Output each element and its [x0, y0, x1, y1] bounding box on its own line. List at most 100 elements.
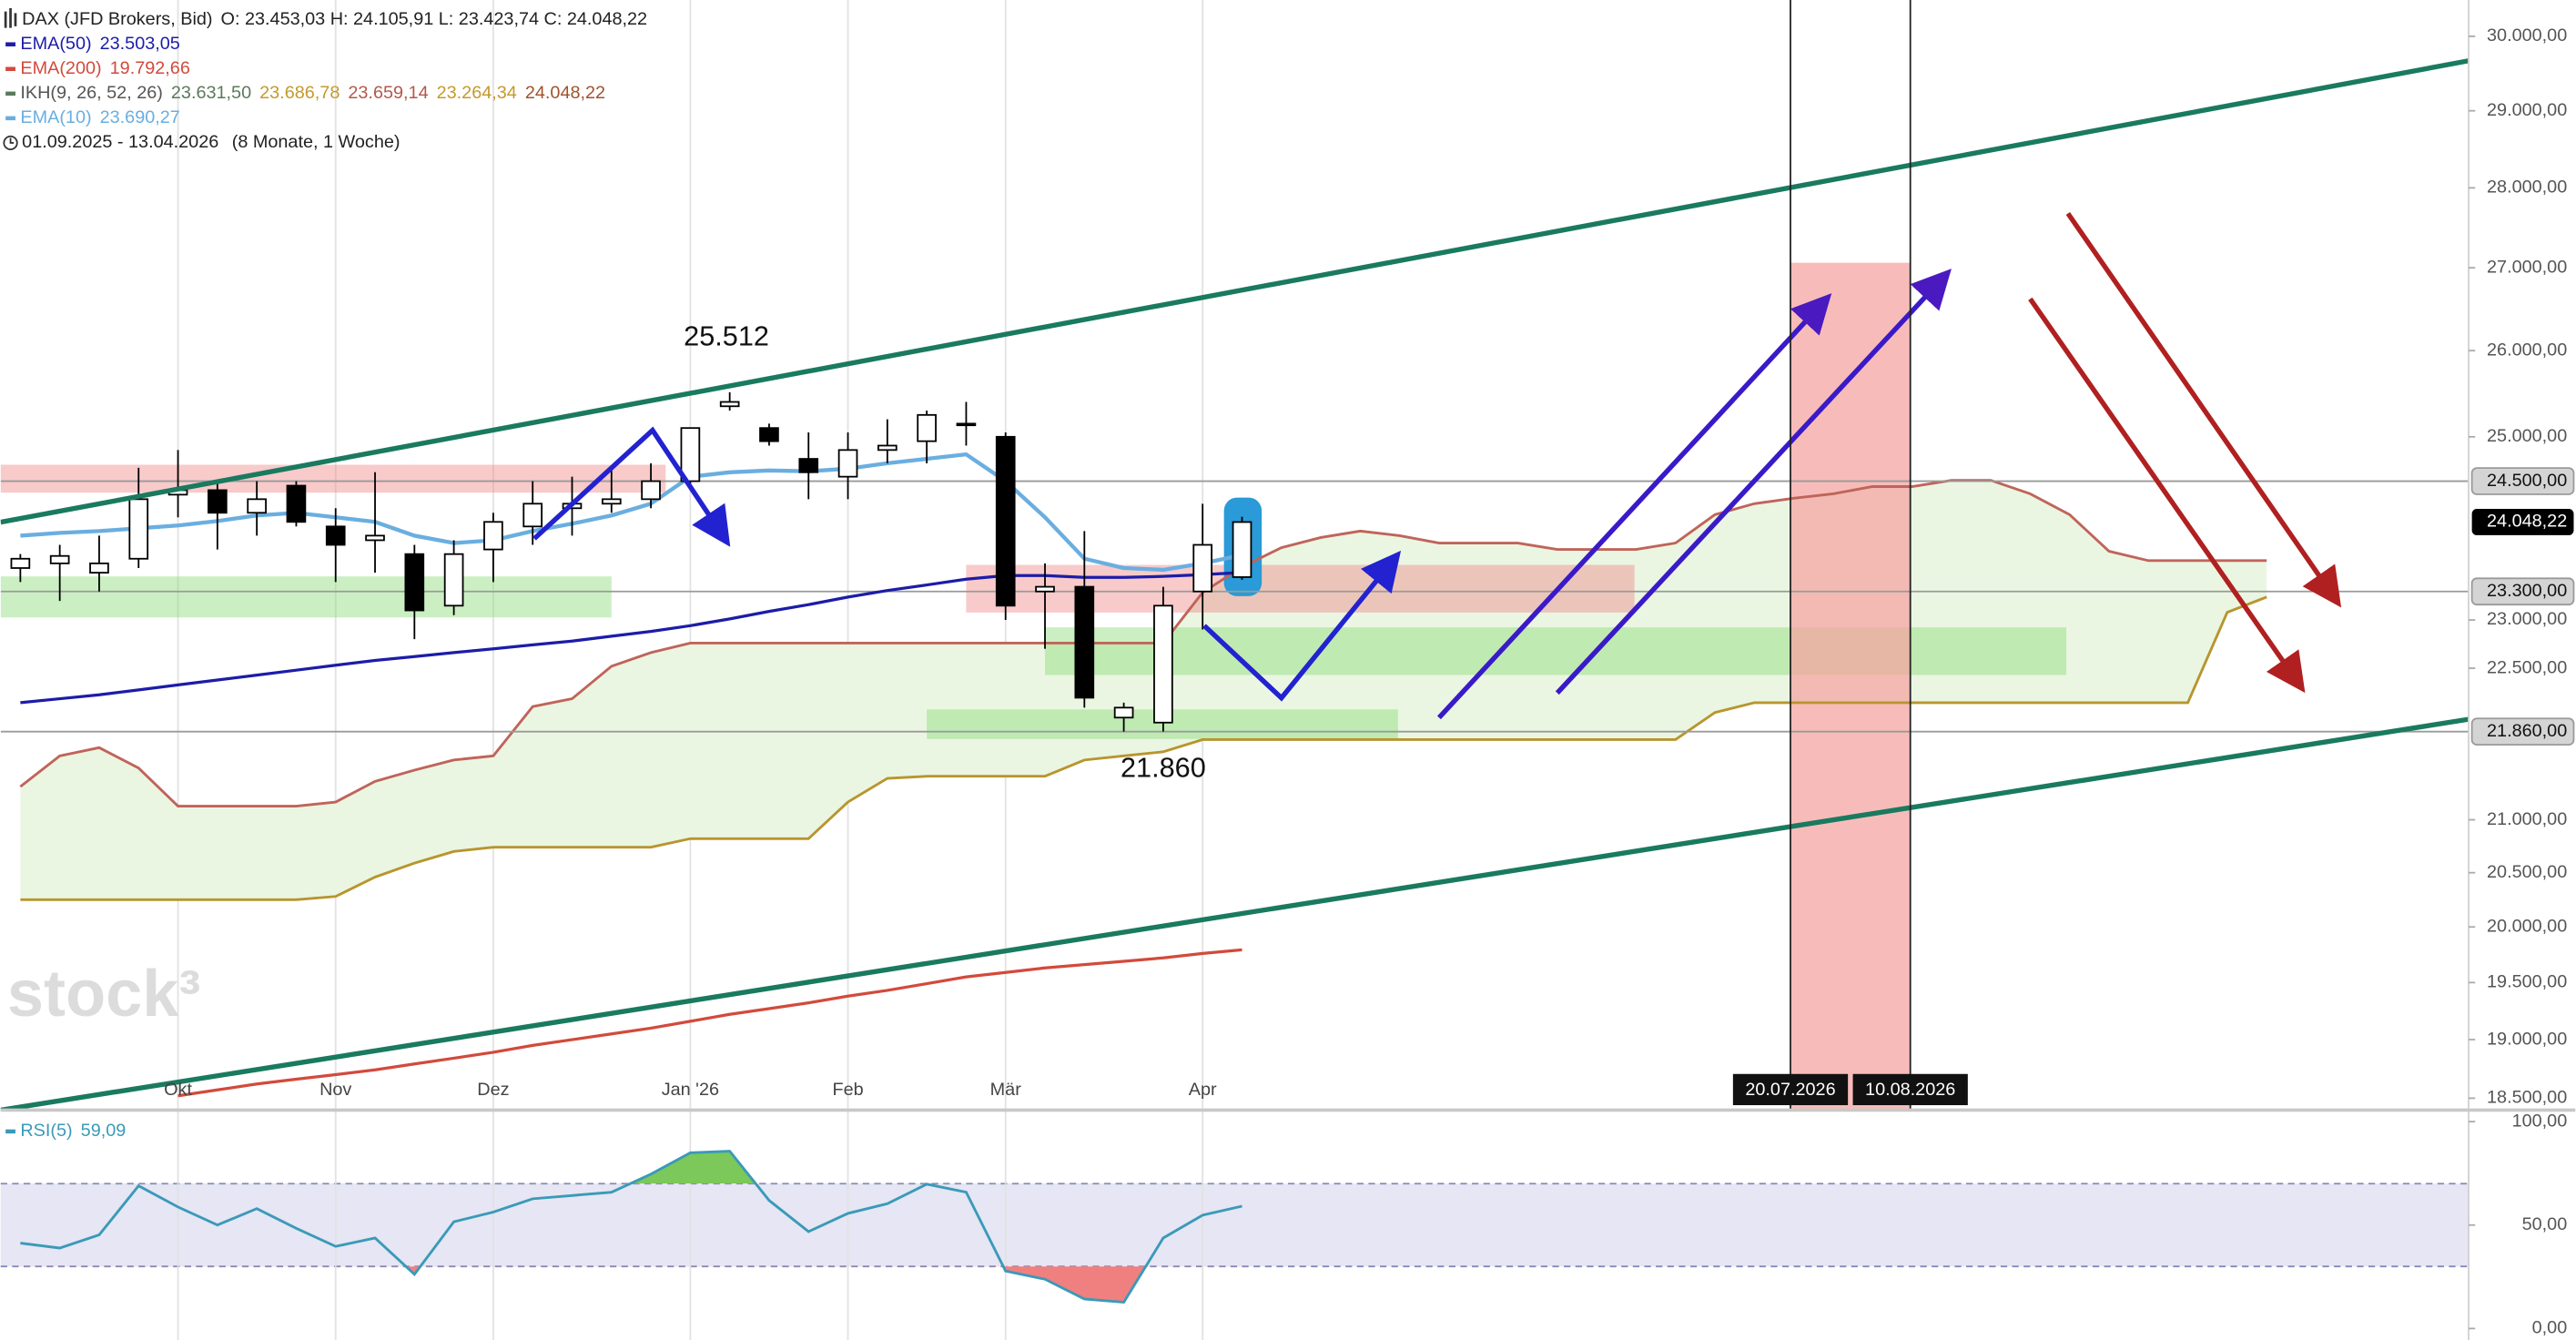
candle-body — [49, 554, 70, 564]
x-tick-label: Jan '26 — [662, 1080, 719, 1100]
arrow — [1555, 269, 1952, 695]
data-layer: stock³ — [0, 391, 2470, 1098]
candle-body — [208, 489, 228, 514]
candle-body — [1074, 585, 1095, 699]
cloud-layer — [20, 480, 2267, 900]
legend-readout: 23.659,14 — [348, 83, 428, 103]
legend-name: EMA(50) — [20, 34, 91, 54]
y-tick-label: 23.000,00 — [2487, 609, 2567, 629]
candle-body — [89, 562, 109, 574]
period-note: (8 Monate, 1 Woche) — [232, 132, 401, 152]
x-tick-label: 20.07.2026 — [1745, 1080, 1835, 1100]
candle-body — [404, 553, 425, 612]
x-tick-label: Apr — [1189, 1080, 1217, 1100]
rsi-band — [0, 1183, 2470, 1267]
x-tick-label: Feb — [832, 1080, 863, 1100]
legend-readout: 24.048,22 — [525, 83, 605, 103]
rsi-line — [20, 1150, 1242, 1304]
legend-name: EMA(200) — [20, 58, 101, 78]
channel-line — [0, 58, 2470, 525]
candle-body — [10, 557, 31, 569]
y-tick-label: 20.500,00 — [2487, 862, 2567, 882]
x-tick-label: Nov — [319, 1080, 351, 1100]
resistance-zone — [966, 564, 1635, 613]
x-tick-label: 10.08.2026 — [1865, 1080, 1955, 1100]
arrow — [1436, 293, 1832, 720]
candle-body — [365, 534, 385, 542]
legend: DAX (JFD Brokers, Bid) O: 23.453,03 H: 24… — [5, 9, 647, 1141]
resistance-zone — [0, 464, 666, 493]
y-tick-label: 27.000,00 — [2487, 257, 2567, 277]
y-tick-label: 18.500,00 — [2487, 1088, 2567, 1108]
price-label: 21.860,00 — [2487, 721, 2567, 741]
y-tick-label: 100,00 — [2512, 1111, 2568, 1131]
legend-readout: 23.503,05 — [100, 34, 180, 54]
ema-line — [20, 452, 1242, 573]
y-tick-label: 21.000,00 — [2487, 809, 2567, 829]
legend-name: RSI(5) — [20, 1121, 72, 1141]
support-zone — [1045, 627, 2067, 675]
legend-readout: 23.686,78 — [259, 83, 340, 103]
y-tick-label: 25.000,00 — [2487, 426, 2567, 446]
candle-body — [522, 502, 543, 528]
price-label: 24.500,00 — [2487, 471, 2567, 491]
date-window — [1790, 262, 1911, 1111]
clock-hand — [9, 137, 15, 144]
candle-body — [247, 498, 267, 514]
price-label-box — [2470, 717, 2575, 746]
candle-body — [641, 480, 661, 501]
candle-body — [798, 458, 819, 473]
candle-body — [719, 401, 740, 408]
ema-line — [20, 571, 1242, 705]
candle-body — [680, 427, 701, 482]
legend-name: IKH(9, 26, 52, 26) — [20, 83, 163, 103]
rsi-oversold — [20, 1266, 1242, 1303]
drawings: 25.512 21.860 — [0, 0, 2470, 1111]
y-tick-label: 19.500,00 — [2487, 972, 2567, 992]
candle-body — [917, 413, 937, 442]
y-tick-label: 0,00 — [2532, 1318, 2568, 1338]
date-label-box — [1732, 1073, 1849, 1106]
legend-readout: 23.690,27 — [100, 107, 180, 127]
date-label-box — [1852, 1073, 1968, 1106]
candle-body — [1153, 604, 1173, 724]
price-annotation: 25.512 — [684, 320, 769, 351]
legend-readout: 23.631,50 — [171, 83, 251, 103]
y-tick-label: 30.000,00 — [2487, 25, 2567, 46]
candle-body — [1113, 706, 1134, 719]
candle-body — [877, 444, 898, 452]
arrow — [532, 426, 731, 547]
candle-body — [1232, 521, 1253, 578]
x-tick-label: Dez — [477, 1080, 509, 1100]
price-label-box — [2471, 509, 2574, 535]
candle-body — [1192, 543, 1213, 593]
period: 01.09.2025 - 13.04.2026 — [22, 132, 218, 152]
candle-body — [1035, 585, 1055, 593]
arrow — [2028, 297, 2306, 694]
arrow — [1202, 550, 1402, 702]
x-tick-label: Mär — [990, 1080, 1022, 1100]
candle-body — [483, 521, 503, 551]
rsi-layer — [20, 1150, 1242, 1304]
y-tick-label: 19.000,00 — [2487, 1029, 2567, 1049]
candle-body — [956, 422, 977, 427]
legend-readout: 19.792,66 — [110, 58, 190, 78]
ichimoku-cloud — [20, 480, 2267, 900]
candle-body — [128, 498, 149, 560]
y-tick-label: 26.000,00 — [2487, 340, 2567, 360]
clock-icon — [3, 135, 18, 151]
legend-readout: 23.264,34 — [437, 83, 517, 103]
watermark: stock³ — [7, 958, 200, 1030]
price-label-box — [2470, 467, 2575, 495]
zones — [0, 262, 2067, 1111]
price-label: 23.300,00 — [2487, 581, 2567, 601]
legend-name: EMA(10) — [20, 107, 91, 127]
candle-body — [759, 427, 779, 442]
ema-line — [177, 948, 1242, 1098]
legend-readout: 59,09 — [81, 1121, 127, 1141]
candle-body — [995, 435, 1016, 607]
y-tick-label: 28.000,00 — [2487, 178, 2567, 198]
